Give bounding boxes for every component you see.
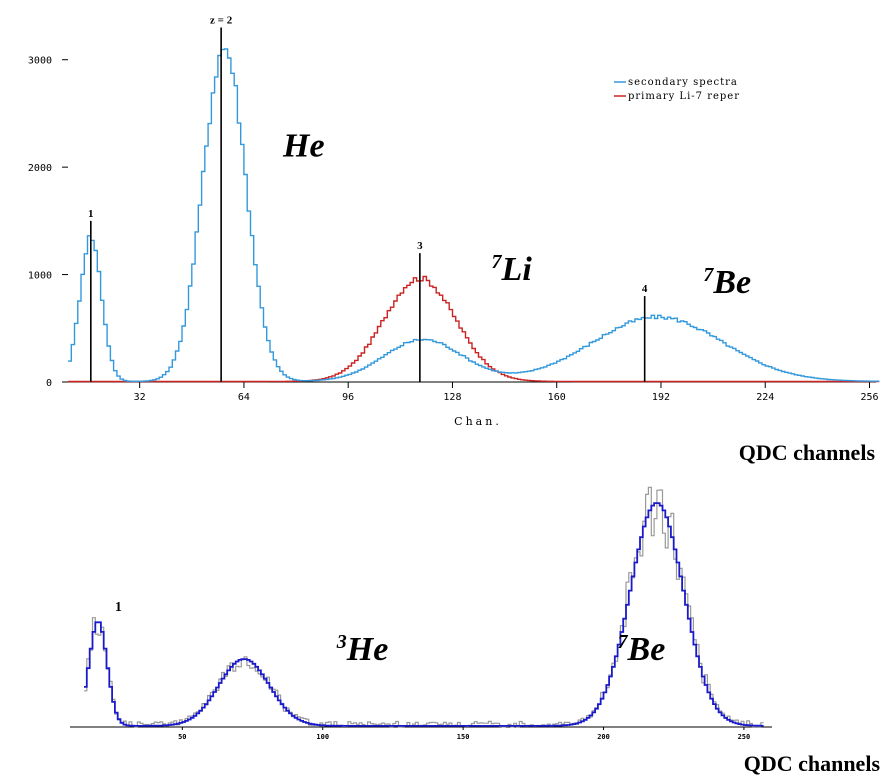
top-x-tick-label: 32 [134, 392, 146, 403]
bottom-x-tick-label: 150 [457, 733, 470, 741]
top-markers: 1 z = 2 3 4 [88, 14, 648, 382]
top-y-ticks: 0 1000 2000 3000 [28, 56, 68, 389]
top-peak-label: 7Be [703, 264, 751, 301]
bottom-peak-label: 3He [336, 631, 389, 668]
top-marker-label: 3 [417, 240, 423, 252]
bottom-series-raw [84, 486, 764, 728]
legend-entry-label: secondary spectra [628, 77, 738, 88]
top-x-tick-label: 64 [238, 392, 250, 403]
bottom-x-tick-label: 200 [597, 733, 610, 741]
top-series-group [68, 48, 880, 383]
top-marker-label: 4 [642, 283, 648, 295]
top-y-tick-label: 3000 [28, 56, 52, 67]
bottom-x-tick-label: 100 [316, 733, 329, 741]
top-series-primary-li-7-reper [68, 275, 880, 383]
bottom-x-ticks: 50 100 150 200 250 [178, 727, 750, 741]
top-series-secondary-spectra [68, 48, 880, 383]
bottom-peak-label-superscript: 7 [618, 631, 629, 653]
top-x-tick-label: 224 [756, 392, 774, 403]
top-x-tick-label: 192 [652, 392, 670, 403]
top-x-tick-label: 128 [443, 392, 461, 403]
legend-entry-label: primary Li-7 reper [628, 91, 740, 102]
bottom-series-fit [84, 502, 764, 727]
top-x-tick-label: 96 [342, 392, 354, 403]
top-peak-label-text: Li [501, 251, 533, 288]
bottom-x-tick-label: 50 [178, 733, 186, 741]
top-x-axis-label: Chan. [454, 415, 502, 428]
top-peak-label-superscript: 7 [492, 251, 503, 273]
top-y-tick-label: 0 [46, 378, 52, 389]
top-peak-label: He [282, 127, 325, 164]
top-marker-label: 1 [88, 208, 94, 220]
top-y-tick-label: 1000 [28, 271, 52, 282]
bottom-peak-label: 1 [115, 600, 122, 615]
bottom-x-tick-label: 250 [738, 733, 751, 741]
top-chart: 32 64 96 128 160 192 224 256 0 1000 2000 3000 1 z =… [28, 14, 880, 465]
top-peak-label-text: Be [712, 264, 751, 301]
top-x-tick-label: 160 [548, 392, 566, 403]
bottom-peak-labels: 1 3He 7Be [115, 600, 665, 668]
top-marker-label: z = 2 [210, 14, 233, 26]
bottom-peak-label: 7Be [618, 631, 666, 668]
top-peak-label-superscript: 7 [703, 264, 714, 286]
bottom-series-group [84, 486, 764, 728]
bottom-chart: 50 100 150 200 250 1 3He 7Be QDC channels [70, 486, 880, 776]
bottom-peak-label-text: He [346, 631, 389, 668]
top-x-ticks: 32 64 96 128 160 192 224 256 [134, 382, 879, 403]
bottom-qdc-channels-label: QDC channels [744, 751, 880, 776]
top-legend: secondary spectra primary Li-7 reper [614, 77, 740, 102]
top-qdc-channels-label: QDC channels [739, 440, 876, 465]
top-peak-label: 7Li [492, 251, 533, 288]
top-x-tick-label: 256 [860, 392, 878, 403]
top-y-tick-label: 2000 [28, 163, 52, 174]
bottom-peak-label-text: Be [627, 631, 666, 668]
bottom-peak-label-superscript: 3 [336, 631, 347, 653]
